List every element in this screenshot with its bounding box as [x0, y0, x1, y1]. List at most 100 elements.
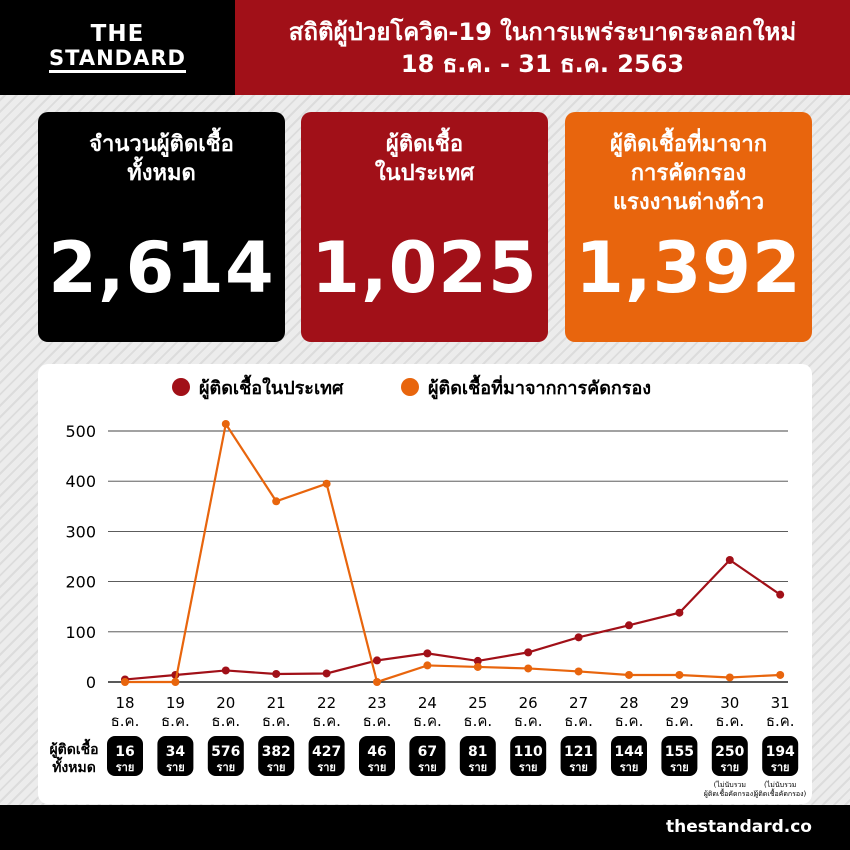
total-pill-unit: ราย	[569, 761, 588, 774]
data-point-s0-9	[574, 633, 583, 642]
note-line1-0: (ไม่นับรวม	[714, 780, 746, 789]
x-tick-label-day: 30	[720, 694, 739, 712]
x-tick-label-day: 28	[619, 694, 638, 712]
total-pill	[510, 736, 547, 776]
total-pill	[258, 736, 295, 776]
total-pill	[107, 736, 143, 776]
date-range: 18 ธ.ค. - 31 ธ.ค. 2563	[400, 49, 685, 78]
total-pill-value: 144	[614, 744, 643, 760]
total-pill-value: 121	[564, 744, 593, 760]
x-tick-label-day: 27	[569, 694, 588, 712]
data-point-s1-1	[171, 678, 180, 686]
footer-site: thestandard.co	[666, 817, 812, 837]
total-pill	[409, 736, 446, 776]
y-tick-label: 300	[65, 522, 96, 541]
x-tick-label-month: ธ.ค.	[262, 712, 291, 730]
total-pill-unit: ราย	[721, 761, 740, 774]
total-pill-unit: ราย	[418, 761, 437, 774]
y-tick-label: 400	[65, 472, 96, 491]
stat-card-domestic-label-line1: ผู้ติดเชื้อ	[385, 132, 464, 157]
data-point-s0-13	[776, 590, 785, 599]
total-pill	[711, 736, 748, 776]
x-tick-label-month: ธ.ค.	[766, 712, 795, 730]
data-point-s1-11	[675, 670, 684, 679]
legend-marker-1	[401, 378, 419, 396]
total-pill-value: 576	[211, 744, 240, 760]
y-tick-label: 200	[65, 573, 96, 592]
stat-card-total: จำนวนผู้ติดเชื้อ ทั้งหมด 2,614	[38, 112, 285, 342]
total-pill-value: 16	[115, 744, 134, 760]
brand-line1: THE	[90, 20, 145, 47]
total-pill-unit: ราย	[317, 761, 336, 774]
x-tick-label-day: 19	[166, 694, 185, 712]
total-pill	[762, 736, 799, 776]
data-point-s0-10	[625, 621, 633, 630]
total-pill	[459, 736, 496, 776]
total-pill	[207, 736, 244, 776]
total-pill	[560, 736, 597, 776]
y-tick-label: 100	[65, 623, 96, 642]
x-tick-label-day: 26	[519, 694, 538, 712]
x-tick-label-month: ธ.ค.	[665, 712, 694, 730]
data-point-s1-5	[373, 678, 381, 686]
x-tick-label-month: ธ.ค.	[615, 712, 644, 730]
data-point-s0-6	[423, 649, 432, 658]
total-pill-unit: ราย	[116, 761, 135, 774]
x-tick-label-day: 31	[771, 694, 790, 712]
total-pill	[611, 736, 647, 776]
data-point-s0-2	[221, 666, 230, 675]
x-tick-label-month: ธ.ค.	[514, 712, 543, 730]
page-title: สถิติผู้ป่วยโควิด-19 ในการแพร่ระบาดระลอก…	[288, 17, 797, 46]
total-pill	[157, 736, 194, 776]
data-point-s1-8	[524, 664, 533, 673]
data-point-s0-12	[725, 556, 734, 565]
y-tick-label: 0	[86, 673, 96, 692]
stat-card-domestic-label: ผู้ติดเชื้อ ในประเทศ	[301, 130, 548, 188]
stat-card-foreign-value: 1,392	[575, 227, 802, 309]
total-pill	[359, 736, 395, 776]
total-pill-unit: ราย	[267, 761, 286, 774]
series-line-0	[124, 558, 781, 681]
stat-card-total-label-line1: จำนวนผู้ติดเชื้อ	[89, 132, 234, 157]
series-line-1	[125, 421, 781, 684]
total-pill	[661, 736, 698, 776]
brand-line2: STANDARD	[49, 47, 186, 73]
data-point-s1-10	[625, 670, 633, 679]
total-pill-value: 427	[312, 744, 341, 760]
data-point-s0-5	[373, 656, 381, 665]
totals-label-line2: ทั้งหมด	[52, 756, 96, 776]
total-pill-value: 250	[715, 744, 744, 760]
data-point-s1-3	[272, 497, 281, 506]
x-tick-label-month: ธ.ค.	[413, 712, 442, 730]
x-tick-label-month: ธ.ค.	[312, 712, 341, 730]
x-tick-label-day: 25	[468, 694, 487, 712]
brand-logo: THE STANDARD	[0, 0, 235, 95]
total-pill-unit: ราย	[670, 761, 689, 774]
total-pill-value: 110	[514, 744, 543, 760]
stat-card-foreign-label-line1: ผู้ติดเชื้อที่มาจาก	[609, 132, 768, 157]
x-tick-label-day: 22	[317, 694, 336, 712]
total-pill-unit: ราย	[469, 761, 488, 774]
x-tick-label-day: 29	[670, 694, 689, 712]
stat-card-foreign-label-line3: แรงงานต่างด้าว	[612, 190, 765, 215]
total-pill-unit: ราย	[368, 761, 387, 774]
data-point-s0-11	[675, 608, 684, 617]
total-pill-unit: ราย	[771, 761, 790, 774]
x-tick-label-month: ธ.ค.	[211, 712, 240, 730]
stat-card-domestic-label-line2: ในประเทศ	[374, 161, 475, 186]
x-tick-label-day: 20	[216, 694, 235, 712]
chart-panel: 0 100 200 300 400 500 ผู้ติดเชื้อในประเทศ ผู้ติ…	[38, 364, 812, 804]
legend-label-0: ผู้ติดเชื้อในประเทศ	[199, 374, 344, 400]
data-point-s1-2	[221, 419, 230, 428]
stat-card-domestic: ผู้ติดเชื้อ ในประเทศ 1,025	[301, 112, 548, 342]
x-tick-label-month: ธ.ค.	[111, 712, 140, 730]
x-tick-label-day: 23	[367, 694, 386, 712]
x-tick-label-day: 21	[267, 694, 286, 712]
total-pill-value: 194	[766, 744, 795, 760]
data-point-s1-6	[423, 661, 432, 670]
total-pill-unit: ราย	[217, 761, 236, 774]
total-pill-unit: ราย	[620, 761, 639, 774]
total-pill	[308, 736, 345, 776]
total-pill-value: 382	[262, 744, 291, 760]
